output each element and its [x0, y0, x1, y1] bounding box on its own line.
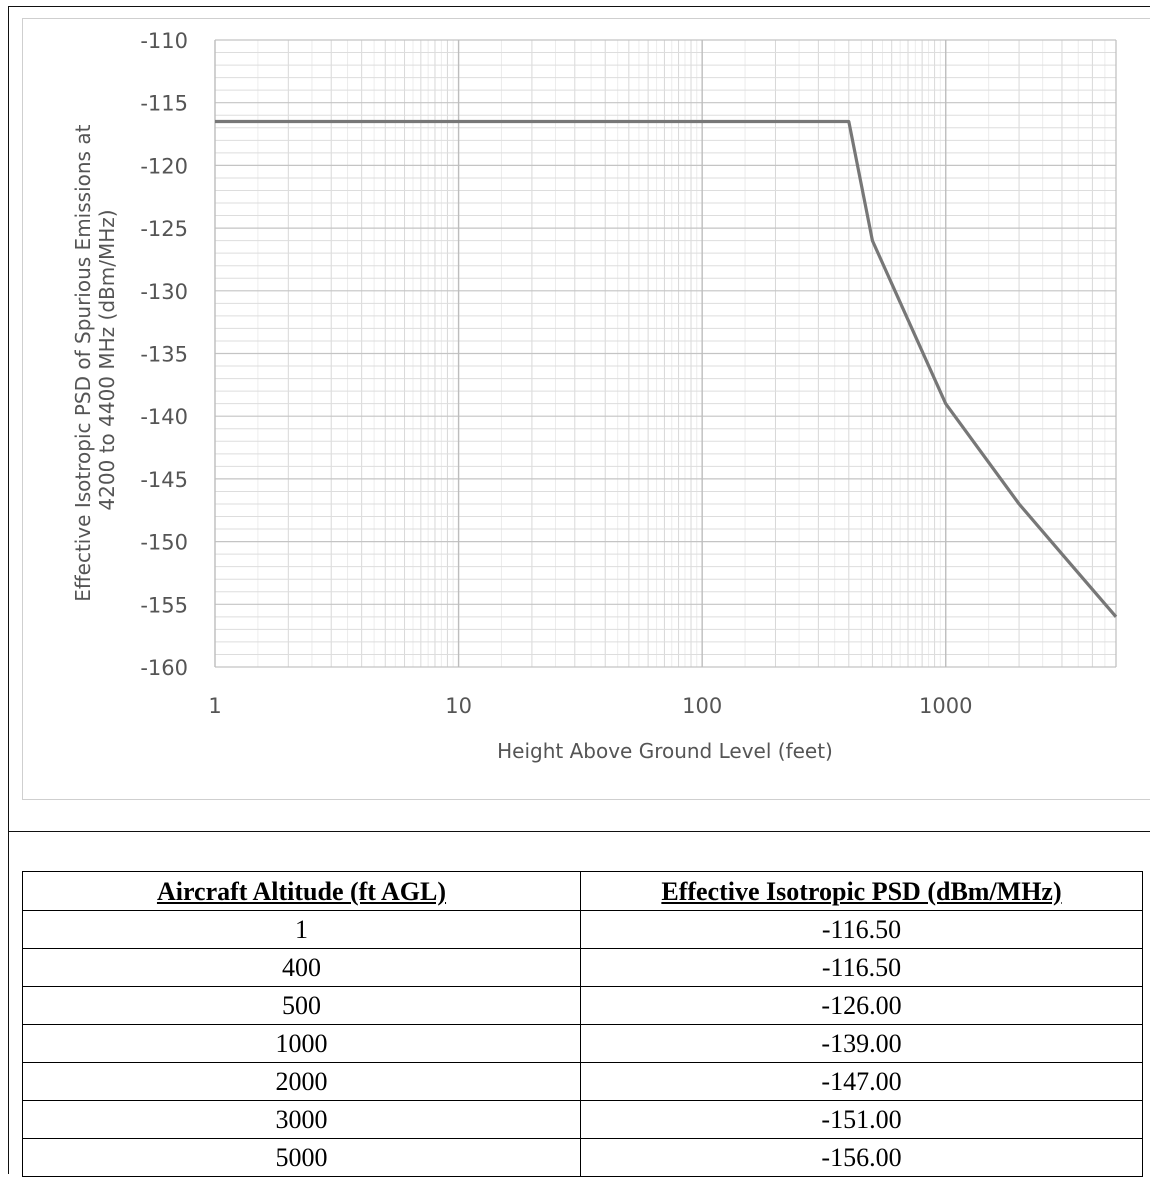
y-tick-label: -155 [140, 593, 188, 617]
major-gridlines [214, 39, 1117, 668]
series-line [215, 119, 1118, 618]
chart-panel [22, 18, 1150, 800]
cell-psd: -147.00 [580, 1062, 1143, 1101]
table-row: 3000 -151.00 [22, 1100, 1143, 1139]
y-tick-label: -115 [140, 92, 188, 116]
table-row: 5000 -156.00 [22, 1138, 1143, 1177]
y-tick-label: -160 [140, 656, 188, 680]
data-table: Aircraft Altitude (ft AGL) Effective Iso… [22, 871, 1143, 1177]
table-row: 1 -116.50 [22, 910, 1143, 949]
x-tick-label: 10 [445, 694, 472, 718]
series-group [215, 119, 1118, 618]
table-row: 2000 -147.00 [22, 1062, 1143, 1101]
page-frame [8, 6, 1150, 1174]
table-row: 1000 -139.00 [22, 1024, 1143, 1063]
section-divider [8, 831, 1150, 832]
cell-altitude: 400 [22, 948, 581, 987]
y-tick-label: -145 [140, 468, 188, 492]
x-tick-label: 100 [682, 694, 722, 718]
table-row: 400 -116.50 [22, 948, 1143, 987]
header-psd: Effective Isotropic PSD (dBm/MHz) [580, 871, 1143, 911]
cell-psd: -139.00 [580, 1024, 1143, 1063]
cell-psd: -151.00 [580, 1100, 1143, 1139]
y-axis-title-line-2: 4200 to 4400 MHz (dBm/MHz) [95, 209, 119, 510]
y-tick-label: -130 [140, 280, 188, 304]
x-tick-labels: 1 10 100 1000 [208, 694, 972, 718]
cell-psd: -126.00 [580, 986, 1143, 1025]
cell-psd: -116.50 [580, 910, 1143, 949]
cell-altitude: 5000 [22, 1138, 581, 1177]
table-row: 500 -126.00 [22, 986, 1143, 1025]
psd-chart: -110 -115 -120 -125 -130 -135 -140 -145 -150 -155… [71, 29, 1118, 763]
cell-psd: -116.50 [580, 948, 1143, 987]
cell-altitude: 500 [22, 986, 581, 1025]
table-header-row: Aircraft Altitude (ft AGL) Effective Iso… [22, 871, 1143, 911]
cell-altitude: 2000 [22, 1062, 581, 1101]
header-altitude: Aircraft Altitude (ft AGL) [22, 871, 581, 911]
x-tick-label: 1000 [919, 694, 972, 718]
cell-altitude: 1000 [22, 1024, 581, 1063]
cell-altitude: 1 [22, 910, 581, 949]
y-tick-label: -120 [140, 154, 188, 178]
y-axis-title-line-1: Effective Isotropic PSD of Spurious Emis… [71, 124, 95, 601]
y-axis-title: Effective Isotropic PSD of Spurious Emis… [71, 118, 119, 602]
y-tick-labels: -110 -115 -120 -125 -130 -135 -140 -145 -150 -155… [140, 29, 188, 680]
y-tick-label: -110 [140, 29, 188, 53]
cell-altitude: 3000 [22, 1100, 581, 1139]
y-tick-label: -125 [140, 217, 188, 241]
y-tick-label: -150 [140, 531, 188, 555]
x-axis-title: Height Above Ground Level (feet) [497, 739, 833, 763]
y-tick-label: -140 [140, 405, 188, 429]
y-tick-label: -135 [140, 343, 188, 367]
x-tick-label: 1 [208, 694, 221, 718]
cell-psd: -156.00 [580, 1138, 1143, 1177]
